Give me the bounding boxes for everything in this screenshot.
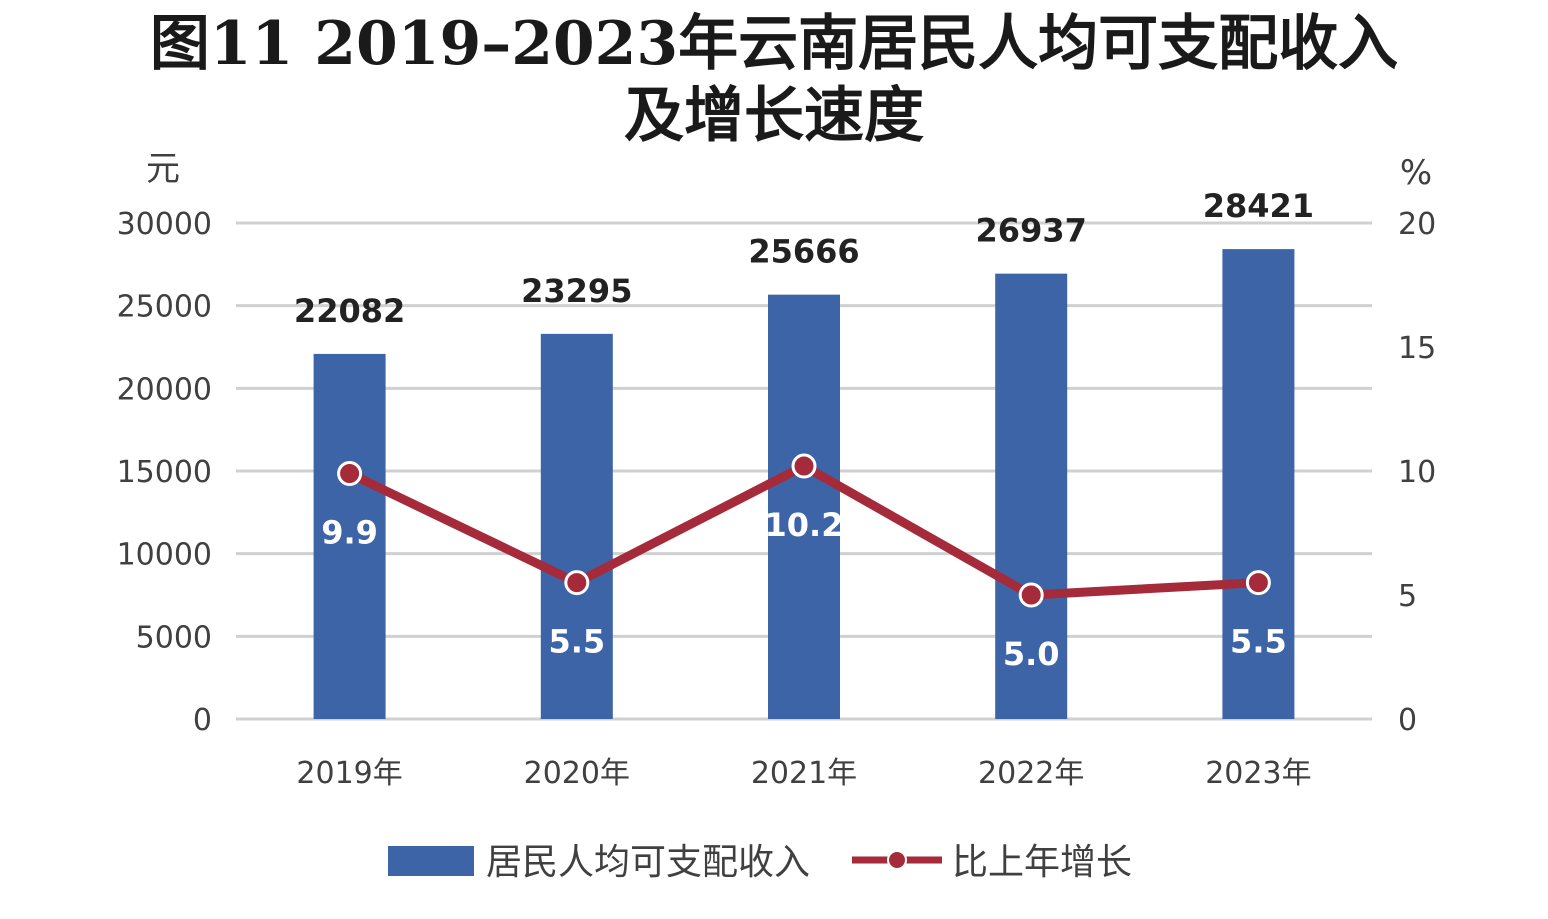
x-tick-label: 2021年 [751,756,857,791]
legend: 居民人均可支配收入 比上年增长 [388,842,1132,883]
bar-value-label: 26937 [976,212,1087,250]
x-tick-label: 2022年 [978,756,1084,791]
growth-point [564,570,590,596]
y-right-tick-label: 5 [1398,579,1417,614]
bar-value-label: 28421 [1203,187,1314,225]
bar [995,273,1068,719]
growth-point [1018,582,1044,608]
bar [768,294,840,719]
data-labels: 22082 23295 25666 26937 28421 9.9 5.5 10.2 5.0 5.… [294,187,1314,673]
growth-value-label: 9.9 [321,513,378,551]
x-tick-label: 2023年 [1205,756,1311,791]
y-right-tick-label: 15 [1398,331,1436,366]
growth-value-label: 10.2 [765,506,844,544]
bar [313,353,386,719]
axes: 元 % 0 5000 10000 15000 20000 25000 30000 0 5 10 15… [117,149,1437,791]
y-left-tick-label: 0 [193,703,212,738]
legend-line-marker [887,850,907,870]
y-left-tick-label: 30000 [117,207,212,242]
legend-bar-swatch [388,846,474,876]
growth-value-label: 5.5 [1230,623,1287,661]
y-left-tick-label: 20000 [117,372,212,407]
y-right-tick-label: 0 [1398,703,1417,738]
bar [1222,249,1295,719]
y-right-tick-label: 10 [1398,455,1436,490]
legend-line-label: 比上年增长 [952,842,1132,883]
growth-point [1245,570,1271,596]
y-left-tick-label: 15000 [117,455,212,490]
y-left-tick-label: 10000 [117,538,212,573]
x-tick-label: 2019年 [296,756,402,791]
bar-value-label: 23295 [521,272,632,310]
bar-value-label: 22082 [294,292,405,330]
growth-point [791,453,817,479]
bar-series [313,249,1295,719]
right-axis-unit: % [1400,153,1432,193]
chart-title-line-2: 及增长速度 [624,81,924,151]
legend-bar-label: 居民人均可支配收入 [486,842,810,883]
growth-value-label: 5.5 [548,623,605,661]
y-left-tick-label: 25000 [117,290,212,325]
bar [540,333,613,719]
y-left-tick-label: 5000 [136,620,212,655]
line-series [337,453,1271,608]
left-axis-unit: 元 [146,149,180,189]
growth-point [337,460,363,486]
x-tick-label: 2020年 [524,756,630,791]
y-right-tick-label: 20 [1398,207,1436,242]
chart-title-line-1: 图11 2019–2023年云南居民人均可支配收入 [149,9,1399,79]
bar-value-label: 25666 [748,233,859,271]
growth-value-label: 5.0 [1003,635,1060,673]
